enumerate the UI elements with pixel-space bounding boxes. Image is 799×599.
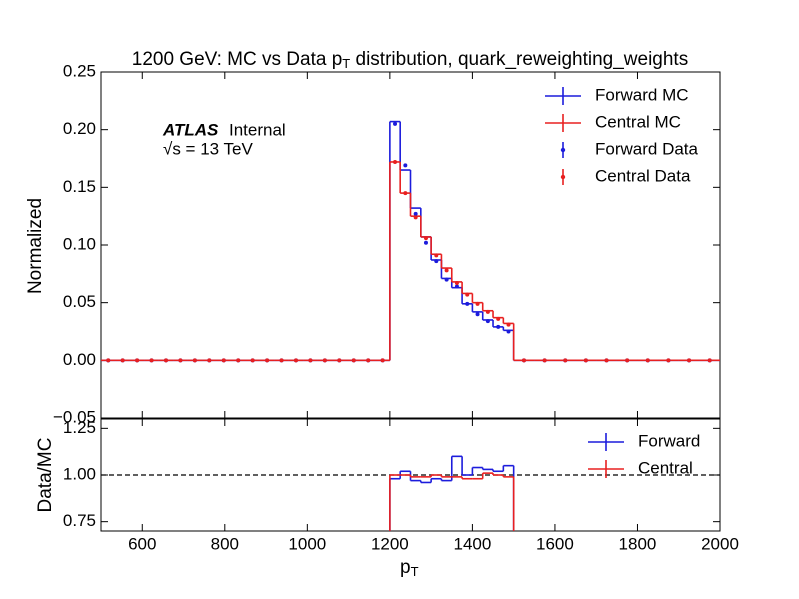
atlas-label: ATLAS [162, 120, 219, 139]
data-point [563, 358, 568, 363]
y-tick-label: 0.10 [63, 234, 96, 253]
y-tick-label: 1.00 [63, 464, 96, 483]
data-point [207, 358, 212, 363]
data-point [485, 319, 490, 324]
x-label-part: p [400, 557, 411, 578]
data-point [351, 358, 356, 363]
data-point [135, 358, 140, 363]
data-point [380, 358, 385, 363]
data-point [279, 358, 284, 363]
x-tick-label: 800 [211, 534, 239, 553]
data-point [475, 301, 480, 306]
x-tick-label: 1000 [288, 534, 326, 553]
data-point [454, 284, 459, 289]
y-tick-label: 0.05 [63, 292, 96, 311]
data-point [506, 329, 511, 334]
data-point [444, 277, 449, 282]
data-point [178, 358, 183, 363]
chart-title: 1200 GeV: MC vs Data pT distribution, qu… [132, 49, 688, 71]
legend-label: Central [638, 458, 693, 477]
data-point [645, 358, 650, 363]
data-point [506, 322, 511, 327]
y-tick-label: 0.20 [63, 119, 96, 138]
data-point [444, 268, 449, 273]
legend-label: Central Data [595, 166, 691, 185]
data-point [403, 163, 408, 168]
data-point [221, 358, 226, 363]
x-tick-label: 1400 [453, 534, 491, 553]
data-point [163, 358, 168, 363]
y-tick-label: 0.15 [63, 177, 96, 196]
data-point [475, 312, 480, 317]
x-tick-label: 600 [128, 534, 156, 553]
data-point [423, 240, 428, 245]
data-point [393, 159, 398, 164]
title-part: distribution, quark_reweighting_weights [350, 49, 688, 70]
legend-label: Central MC [595, 112, 681, 131]
data-point [496, 316, 501, 321]
data-point [604, 358, 609, 363]
data-point [465, 292, 470, 297]
x-tick-label: 2000 [701, 534, 739, 553]
data-point [265, 358, 270, 363]
title-part: 1200 GeV: MC vs Data p [132, 49, 343, 70]
data-point [393, 121, 398, 126]
x-tick-label: 1800 [619, 534, 657, 553]
data-point [366, 358, 371, 363]
data-point [308, 358, 313, 363]
y-tick-label: 0.00 [63, 350, 96, 369]
data-point [120, 358, 125, 363]
data-point [250, 358, 255, 363]
y-tick-label: 1.25 [63, 418, 96, 437]
y-tick-label: −0.05 [53, 407, 96, 426]
data-point [423, 236, 428, 241]
legend-label: Forward Data [595, 139, 699, 158]
data-point [521, 358, 526, 363]
y-axis-label: Data/MC [35, 438, 56, 513]
y-tick-label: 0.25 [63, 61, 96, 80]
data-point [403, 191, 408, 196]
data-point [542, 358, 547, 363]
data-point [413, 211, 418, 216]
data-point [707, 358, 712, 363]
y-tick-label: 0.75 [63, 511, 96, 530]
x-label-sub: T [411, 564, 419, 579]
data-point [454, 281, 459, 286]
y-axis-label: Normalized [25, 198, 46, 294]
data-point [434, 253, 439, 258]
data-point [496, 324, 501, 329]
legend-label: Forward MC [595, 85, 689, 104]
legend-label: Forward [638, 431, 700, 450]
data-point [192, 358, 197, 363]
x-tick-label: 1200 [371, 534, 409, 553]
data-point [465, 301, 470, 306]
data-point [687, 358, 692, 363]
data-point [583, 358, 588, 363]
title-sub: T [342, 56, 350, 71]
data-point [106, 358, 111, 363]
data-point [413, 215, 418, 220]
data-point [666, 358, 671, 363]
internal-label: Internal [229, 120, 286, 139]
energy-label: √s = 13 TeV [163, 139, 253, 158]
data-point [625, 358, 630, 363]
data-point [485, 309, 490, 314]
data-point [293, 358, 298, 363]
data-point [149, 358, 154, 363]
data-point [337, 358, 342, 363]
data-point [322, 358, 327, 363]
x-tick-label: 1600 [536, 534, 574, 553]
data-point [236, 358, 241, 363]
x-axis-label: pT [400, 557, 419, 579]
data-point [434, 259, 439, 264]
